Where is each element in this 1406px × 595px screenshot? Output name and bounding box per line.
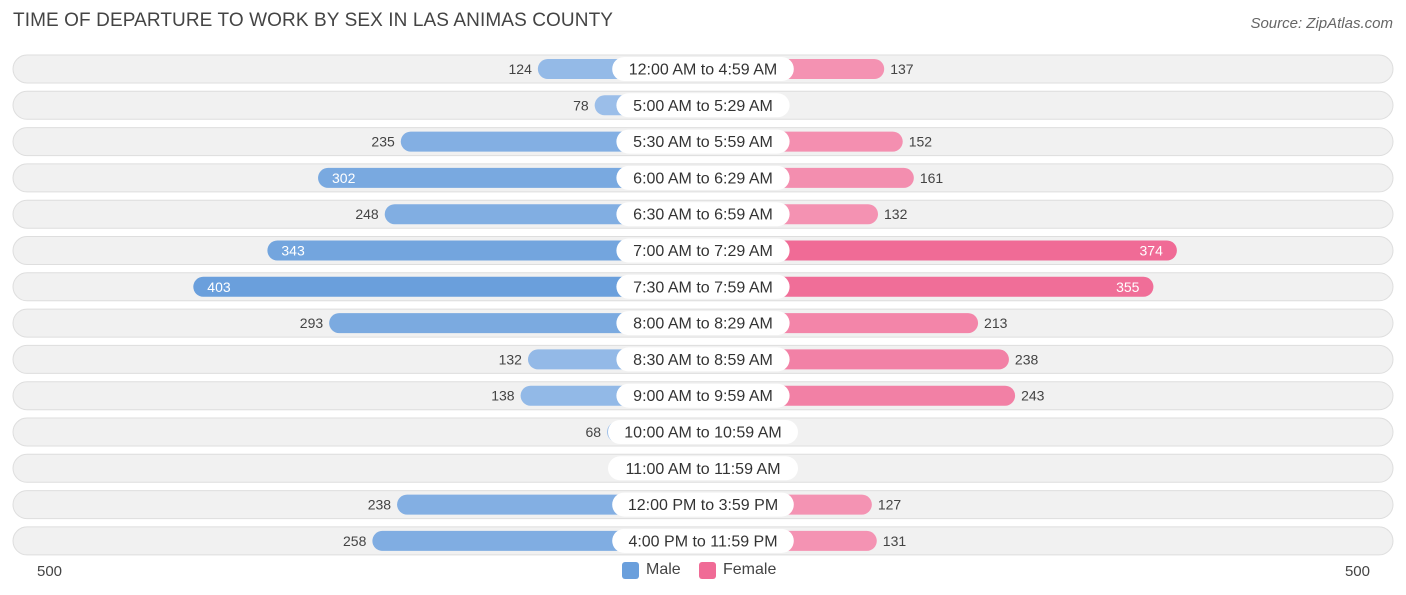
bar-female [703,276,1154,297]
value-label-male: 132 [499,351,523,367]
legend: Male Female [0,561,1406,581]
legend-label-male: Male [646,561,681,578]
axis-right-label: 500 [1344,563,1370,580]
legend-swatch-male [622,561,639,579]
category-label: 7:00 AM to 7:29 AM [633,243,773,260]
value-label-female: 374 [1140,243,1164,259]
value-label-male: 238 [368,497,392,513]
source-label: Source: ZipAtlas.com [1250,15,1393,32]
value-label-male: 343 [281,243,305,259]
legend-swatch-female [699,561,716,579]
value-label-female: 355 [1116,279,1140,295]
category-label: 8:00 AM to 8:29 AM [633,316,773,333]
category-label-bg [612,528,794,553]
category-label: 6:00 AM to 6:29 AM [633,170,773,187]
category-label-bg [616,274,790,299]
category-label: 12:00 AM to 4:59 AM [629,62,778,79]
category-label-bg [612,57,794,81]
value-label-male: 68 [585,424,601,440]
value-label-male: 78 [573,97,589,113]
value-label-male: 293 [300,315,324,331]
value-label-male: 248 [355,206,379,222]
category-label: 10:00 AM to 10:59 AM [624,425,781,442]
category-label-bg [616,165,790,190]
bar-male [318,167,703,188]
category-label: 4:00 PM to 11:59 PM [628,533,777,550]
category-label-bg [616,311,790,336]
bar-male [193,276,704,297]
category-label-bg [616,93,790,118]
bar-male [267,240,703,261]
category-label-bg [616,202,790,227]
category-label: 7:30 AM to 7:59 AM [633,279,773,296]
value-label-male: 258 [343,533,367,549]
value-label-female: 238 [1015,351,1039,367]
value-label-female: 161 [920,170,944,186]
value-label-male: 138 [491,388,515,404]
value-label-female: 132 [884,206,908,222]
category-label-bg [608,456,798,481]
category-label-bg [612,492,794,517]
legend-item-female: Female [699,561,776,579]
value-label-male: 403 [207,279,231,295]
chart-title: TIME OF DEPARTURE TO WORK BY SEX IN LAS … [13,10,614,31]
bar-male [329,313,703,334]
value-label-male: 235 [371,134,395,150]
category-label: 6:30 AM to 6:59 AM [633,207,773,224]
value-label-male: 302 [332,170,356,186]
value-label-male: 124 [509,61,533,77]
category-label: 5:00 AM to 5:29 AM [633,98,773,115]
value-label-female: 213 [984,315,1008,331]
axis-left-label: 500 [37,563,63,580]
category-label: 5:30 AM to 5:59 AM [633,134,773,151]
category-label: 11:00 AM to 11:59 AM [625,461,780,478]
value-label-female: 152 [909,134,933,150]
category-label-bg [616,129,790,154]
category-label: 8:30 AM to 8:59 AM [633,352,773,369]
legend-label-female: Female [723,561,777,578]
value-label-female: 127 [878,497,902,513]
value-label-female: 137 [890,61,914,77]
category-label: 12:00 PM to 3:59 PM [628,497,778,514]
value-label-female: 243 [1021,388,1045,404]
category-label-bg [616,383,790,408]
category-label-bg [616,238,790,263]
category-label-bg [616,347,790,372]
category-label-bg [608,420,798,444]
legend-item-male: Male [622,561,681,579]
category-label: 9:00 AM to 9:59 AM [633,388,773,405]
bar-female [703,240,1177,261]
value-label-female: 131 [883,533,907,549]
